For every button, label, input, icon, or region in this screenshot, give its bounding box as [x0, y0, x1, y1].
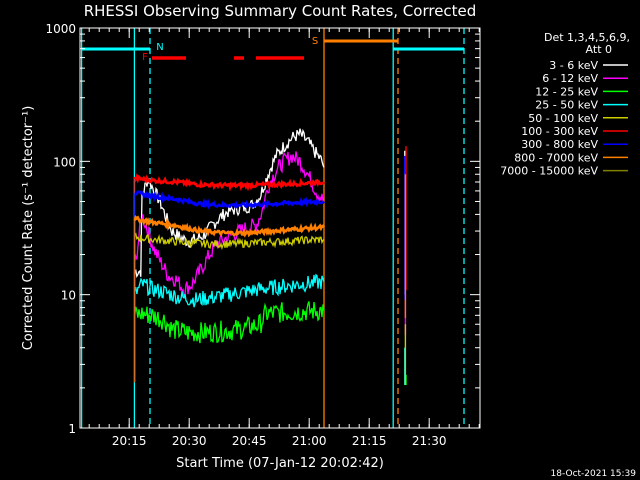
flag-label-s: S — [312, 36, 318, 47]
flag-label-f: F — [142, 52, 148, 63]
series-line-7 — [133, 214, 326, 238]
legend-label: 3 - 6 keV — [549, 59, 598, 72]
legend-header-line1: Det 1,3,4,5,6,9, — [544, 31, 630, 44]
x-axis-label: Start Time (07-Jan-12 20:02:42) — [176, 456, 384, 471]
series-line-0 — [134, 128, 325, 279]
x-tick-label: 20:45 — [232, 434, 267, 448]
series-line-3 — [134, 273, 325, 308]
footer-date: 18-Oct-2021 15:39 — [551, 469, 637, 479]
y-tick-label: 10 — [61, 289, 76, 303]
y-tick-label: 100 — [53, 155, 76, 169]
legend-label: 12 - 25 keV — [535, 85, 598, 98]
axes: 20:15 20:30 20:45 21:00 21:15 21:30 1 10 100 1000 — [45, 22, 480, 448]
series-layer — [133, 128, 407, 386]
legend-label: 25 - 50 keV — [535, 99, 598, 112]
legend-label: 7000 - 15000 keV — [500, 165, 598, 178]
legend-label: 800 - 7000 keV — [514, 151, 598, 164]
legend-label: 6 - 12 keV — [542, 72, 598, 85]
series-line-5 — [133, 172, 326, 192]
legend-label: 100 - 300 keV — [521, 125, 598, 138]
plot-frame — [79, 27, 481, 429]
plot-background-markers — [80, 28, 465, 428]
legend-label: 50 - 100 keV — [528, 112, 598, 125]
plot-foreground-markers: NF S — [142, 36, 318, 63]
series-line-2 — [134, 301, 325, 344]
y-tick-label: 1000 — [45, 22, 76, 36]
chart-title: RHESSI Observing Summary Count Rates, Co… — [84, 2, 477, 20]
x-tick-label: 20:30 — [172, 434, 207, 448]
x-tick-label: 21:15 — [352, 434, 387, 448]
legend-label: 300 - 800 keV — [521, 138, 598, 151]
y-tick-label: 1 — [68, 422, 76, 436]
series-line-6 — [134, 190, 325, 210]
x-tick-label: 20:15 — [112, 434, 147, 448]
y-axis-label: Corrected Count Rate (s⁻¹ detector⁻¹) — [21, 106, 36, 351]
x-tick-label: 21:00 — [292, 434, 327, 448]
x-tick-label: 21:30 — [412, 434, 447, 448]
flag-label-n: N — [156, 42, 163, 53]
legend-header-line2: Att 0 — [586, 43, 612, 56]
series-line-4 — [134, 232, 325, 251]
